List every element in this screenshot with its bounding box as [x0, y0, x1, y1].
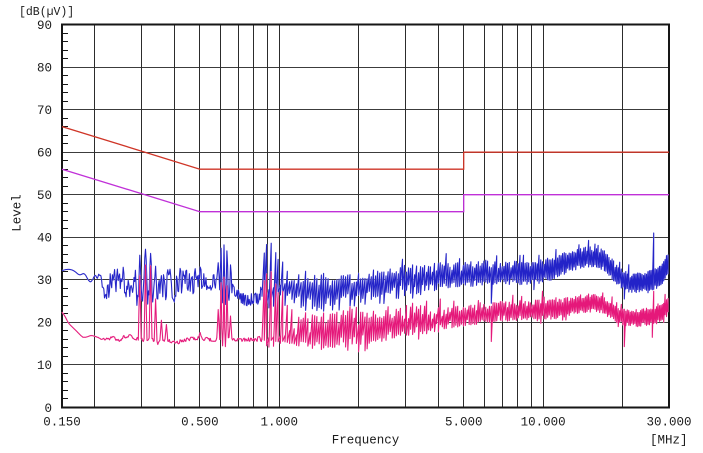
svg-text:1.000: 1.000 — [261, 416, 299, 430]
svg-text:30: 30 — [37, 274, 52, 288]
svg-text:10.000: 10.000 — [521, 416, 566, 430]
svg-text:5.000: 5.000 — [445, 416, 483, 430]
svg-text:80: 80 — [37, 61, 52, 75]
svg-text:Frequency: Frequency — [332, 434, 400, 448]
svg-text:Level: Level — [11, 194, 25, 232]
svg-text:0.150: 0.150 — [43, 416, 81, 430]
svg-text:50: 50 — [37, 189, 52, 203]
svg-text:20: 20 — [37, 317, 52, 331]
svg-text:60: 60 — [37, 147, 52, 161]
svg-text:[dB(µV)]: [dB(µV)] — [19, 6, 74, 19]
svg-text:30.000: 30.000 — [646, 416, 691, 430]
svg-text:[MHz]: [MHz] — [650, 434, 688, 448]
svg-text:90: 90 — [37, 19, 52, 33]
svg-text:70: 70 — [37, 104, 52, 118]
svg-text:0.500: 0.500 — [181, 416, 219, 430]
svg-text:0: 0 — [44, 402, 52, 416]
svg-text:10: 10 — [37, 359, 52, 373]
svg-text:40: 40 — [37, 232, 52, 246]
